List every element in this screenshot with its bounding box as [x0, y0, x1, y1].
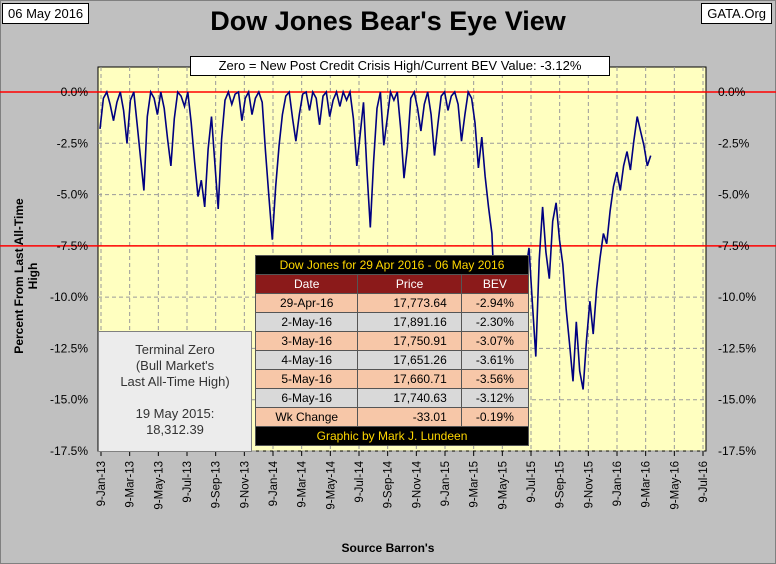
y-ticks-left: 0.0% -2.5% -5.0% -7.5% -10.0% -12.5% -15.0% -17…	[50, 85, 88, 458]
terminal-value: 18,312.39	[146, 422, 204, 437]
x-tick-label: 9-Nov-13	[239, 461, 251, 508]
x-tick-label: 9-Sep-15	[555, 461, 567, 508]
y-tick-label-left: -5.0%	[57, 188, 89, 202]
series-line-dow-bev	[99, 88, 652, 390]
x-ticks: 9-Jan-13 9-Mar-13 9-May-13 9-Jul-13 9-Sep-13…	[96, 451, 710, 510]
terminal-line3: Last All-Time High)	[120, 374, 230, 389]
y-tick-label-left: -10.0%	[50, 290, 88, 304]
x-tick-label: 9-Jan-16	[612, 461, 624, 506]
wk-change-label: Wk Change	[254, 407, 359, 427]
x-tick-label: 9-Jul-14	[354, 460, 366, 502]
cell-price: 17,773.64	[357, 293, 462, 313]
wk-change-row: Wk Change -33.01 -0.19%	[254, 407, 530, 427]
wk-change-price: -33.01	[357, 407, 462, 427]
x-tick-label: 9-Mar-16	[641, 461, 653, 508]
table-row: 2-May-16 17,891.16 -2.30%	[254, 312, 530, 332]
table-header: Dow Jones for 29 Apr 2016 - 06 May 2016	[255, 255, 529, 275]
cell-date: 3-May-16	[254, 331, 359, 351]
y-tick-label-right: -12.5%	[718, 341, 756, 355]
y-axis-label: Percent From Last All-Time High	[12, 198, 40, 354]
cell-price: 17,660.71	[357, 369, 462, 389]
y-tick-label-left: -2.5%	[57, 136, 89, 150]
y-tick-label-left: -17.5%	[50, 444, 88, 458]
wk-change-bev: -0.19%	[460, 407, 530, 427]
y-tick-label-left: -12.5%	[50, 341, 88, 355]
x-tick-label: 9-Jul-16	[698, 461, 710, 503]
x-tick-label: 9-Jul-13	[182, 461, 194, 503]
x-tick-label: 9-Jan-14	[268, 460, 280, 506]
x-tick-label: 9-Jan-15	[440, 461, 452, 506]
y-tick-label-right: 0.0%	[718, 85, 746, 99]
table-row: 4-May-16 17,651.26 -3.61%	[254, 350, 530, 370]
y-tick-label-right: -10.0%	[718, 290, 756, 304]
source-tag: GATA.Org	[701, 3, 772, 24]
y-tick-label-left: -15.0%	[50, 393, 88, 407]
col-date: Date	[254, 274, 359, 294]
cell-bev: -2.30%	[460, 312, 530, 332]
y-tick-label-right: -7.5%	[718, 239, 750, 253]
y-tick-label-right: -17.5%	[718, 444, 756, 458]
y-tick-label-right: -2.5%	[718, 136, 750, 150]
y-tick-label-left: 0.0%	[61, 85, 89, 99]
price-table: Dow Jones for 29 Apr 2016 - 06 May 2016 …	[254, 255, 530, 446]
cell-date: 6-May-16	[254, 388, 359, 408]
table-row: 3-May-16 17,750.91 -3.07%	[254, 331, 530, 351]
cell-bev: -3.56%	[460, 369, 530, 389]
cell-bev: -2.94%	[460, 293, 530, 313]
y-tick-label-left: -7.5%	[57, 239, 89, 253]
cell-price: 17,891.16	[357, 312, 462, 332]
chart-title: Dow Jones Bear's Eye View	[210, 6, 566, 36]
terminal-date: 19 May 2015:	[135, 406, 215, 421]
x-tick-label: 9-Nov-15	[583, 461, 595, 508]
cell-date: 2-May-16	[254, 312, 359, 332]
y-tick-label-right: -5.0%	[718, 188, 750, 202]
date-label: 06 May 2016	[2, 3, 90, 24]
x-tick-label: 9-May-15	[497, 461, 509, 510]
cell-date: 4-May-16	[254, 350, 359, 370]
col-price: Price	[357, 274, 462, 294]
x-tick-label: 9-Mar-14	[297, 460, 309, 507]
x-tick-label: 9-Nov-14	[411, 460, 423, 508]
cell-price: 17,750.91	[357, 331, 462, 351]
cell-price: 17,740.63	[357, 388, 462, 408]
cell-price: 17,651.26	[357, 350, 462, 370]
x-tick-label: 9-Sep-13	[211, 461, 223, 508]
x-tick-label: 9-Jul-15	[526, 461, 538, 503]
cell-bev: -3.07%	[460, 331, 530, 351]
reference-lines	[0, 91, 776, 247]
x-tick-label: 9-Mar-13	[125, 461, 137, 508]
cell-bev: -3.12%	[460, 388, 530, 408]
terminal-zero-box: Terminal Zero (Bull Market's Last All-Ti…	[98, 331, 252, 452]
cell-date: 5-May-16	[254, 369, 359, 389]
table-row: 5-May-16 17,660.71 -3.56%	[254, 369, 530, 389]
table-row: 6-May-16 17,740.63 -3.12%	[254, 388, 530, 408]
x-tick-label: 9-Sep-14	[383, 460, 395, 508]
cell-date: 29-Apr-16	[254, 293, 359, 313]
x-tick-label: 9-Mar-15	[469, 461, 481, 508]
col-bev: BEV	[460, 274, 530, 294]
x-axis-label: Source Barron's	[341, 541, 435, 555]
x-tick-label: 9-Jan-13	[96, 461, 108, 506]
chart-subtitle: Zero = New Post Credit Crisis High/Curre…	[190, 56, 610, 76]
terminal-line1: Terminal Zero	[135, 342, 215, 357]
y-tick-label-right: -15.0%	[718, 393, 756, 407]
x-tick-label: 9-May-13	[153, 461, 165, 510]
x-tick-label: 9-May-14	[325, 460, 337, 509]
cell-bev: -3.61%	[460, 350, 530, 370]
table-footer: Graphic by Mark J. Lundeen	[255, 426, 529, 446]
table-row: 29-Apr-16 17,773.64 -2.94%	[254, 293, 530, 313]
y-ticks-right: 0.0% -2.5% -5.0% -7.5% -10.0% -12.5% -15.0% -17…	[718, 85, 756, 458]
x-tick-label: 9-May-16	[669, 461, 681, 510]
terminal-line2: (Bull Market's	[135, 358, 215, 373]
